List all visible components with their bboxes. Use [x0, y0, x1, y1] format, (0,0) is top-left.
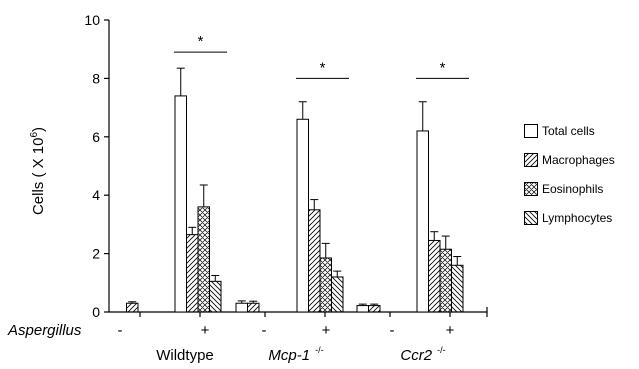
condition-label: - [262, 322, 267, 339]
significance-label: * [198, 33, 204, 50]
bar-total-cells [296, 118, 309, 313]
legend-label-lymphocytes: Lymphocytes [542, 210, 613, 225]
bar-macrophages [247, 302, 260, 313]
bar-total-cells [356, 305, 369, 313]
y-axis-label-text: Cells ( X 10 [30, 138, 47, 216]
group-label-sup: -/- [315, 345, 324, 355]
y-tick-label: 6 [92, 129, 100, 145]
group-label: Ccr2 -/- [400, 345, 445, 364]
legend-swatch-eosinophils [524, 181, 538, 196]
bar-macrophages [308, 209, 321, 313]
bar-eosinophils [439, 248, 452, 313]
y-axis-label: Cells ( X 106) [29, 127, 47, 215]
bar-lymphocytes [331, 276, 344, 313]
legend-swatch-lymphocytes [524, 210, 538, 225]
bar-lymphocytes [451, 264, 464, 313]
legend-swatch-total-cells [524, 123, 538, 138]
legend-label-eosinophils: Eosinophils [542, 181, 604, 196]
bar-macrophages [126, 302, 139, 313]
legend-item-lymphocytes: Lymphocytes [524, 203, 639, 232]
legend-item-eosinophils: Eosinophils [524, 174, 639, 203]
significance-markers: * * * [174, 33, 469, 79]
legend-item-total-cells: Total cells [524, 116, 639, 145]
condition-label: + [446, 322, 455, 339]
bar-total-cells [416, 130, 429, 313]
group-label-text: Ccr2 [400, 347, 432, 364]
bar-macrophages [186, 234, 199, 313]
group-labels: Wildtype Mcp-1 -/- Ccr2 -/- [156, 345, 445, 364]
legend-item-macrophages: Macrophages [524, 145, 639, 174]
y-axis-label-end: ) [30, 127, 47, 132]
legend-label-total-cells: Total cells [542, 123, 595, 138]
y-axis: 0 2 4 6 8 10 [84, 12, 110, 320]
condition-labels: - + - + - + [118, 322, 455, 339]
bars [126, 95, 464, 313]
condition-label: + [322, 322, 331, 339]
bar-eosinophils [319, 257, 332, 313]
group-label-sup: -/- [437, 345, 446, 355]
group-label: Mcp-1 -/- [268, 345, 323, 364]
legend-label-macrophages: Macrophages [542, 152, 615, 167]
y-tick-label: 4 [92, 187, 100, 203]
legend: Total cells Macrophages Eosinophils Lymp… [524, 116, 639, 232]
group-label: Wildtype [156, 347, 214, 364]
significance-label: * [320, 59, 326, 76]
group-label-text: Wildtype [156, 347, 214, 364]
condition-label: + [201, 322, 210, 339]
y-axis-label-sup: 6 [29, 132, 40, 138]
bar-total-cells [174, 95, 187, 313]
y-tick-label: 0 [92, 304, 100, 320]
bar-macrophages [428, 239, 441, 313]
treatment-label: Aspergillus [7, 322, 82, 339]
condition-label: - [118, 322, 123, 339]
bar-macrophages [368, 305, 381, 313]
y-tick-label: 10 [84, 12, 100, 28]
legend-swatch-macrophages [524, 152, 538, 167]
bar-lymphocytes [209, 280, 222, 313]
error-bars [128, 67, 462, 306]
significance-label: * [440, 59, 446, 76]
y-tick-label: 2 [92, 246, 100, 262]
condition-label: - [390, 322, 395, 339]
group-label-text: Mcp-1 [268, 347, 310, 364]
bar-eosinophils [197, 206, 210, 313]
y-tick-label: 8 [92, 70, 100, 86]
bar-total-cells [235, 302, 248, 313]
